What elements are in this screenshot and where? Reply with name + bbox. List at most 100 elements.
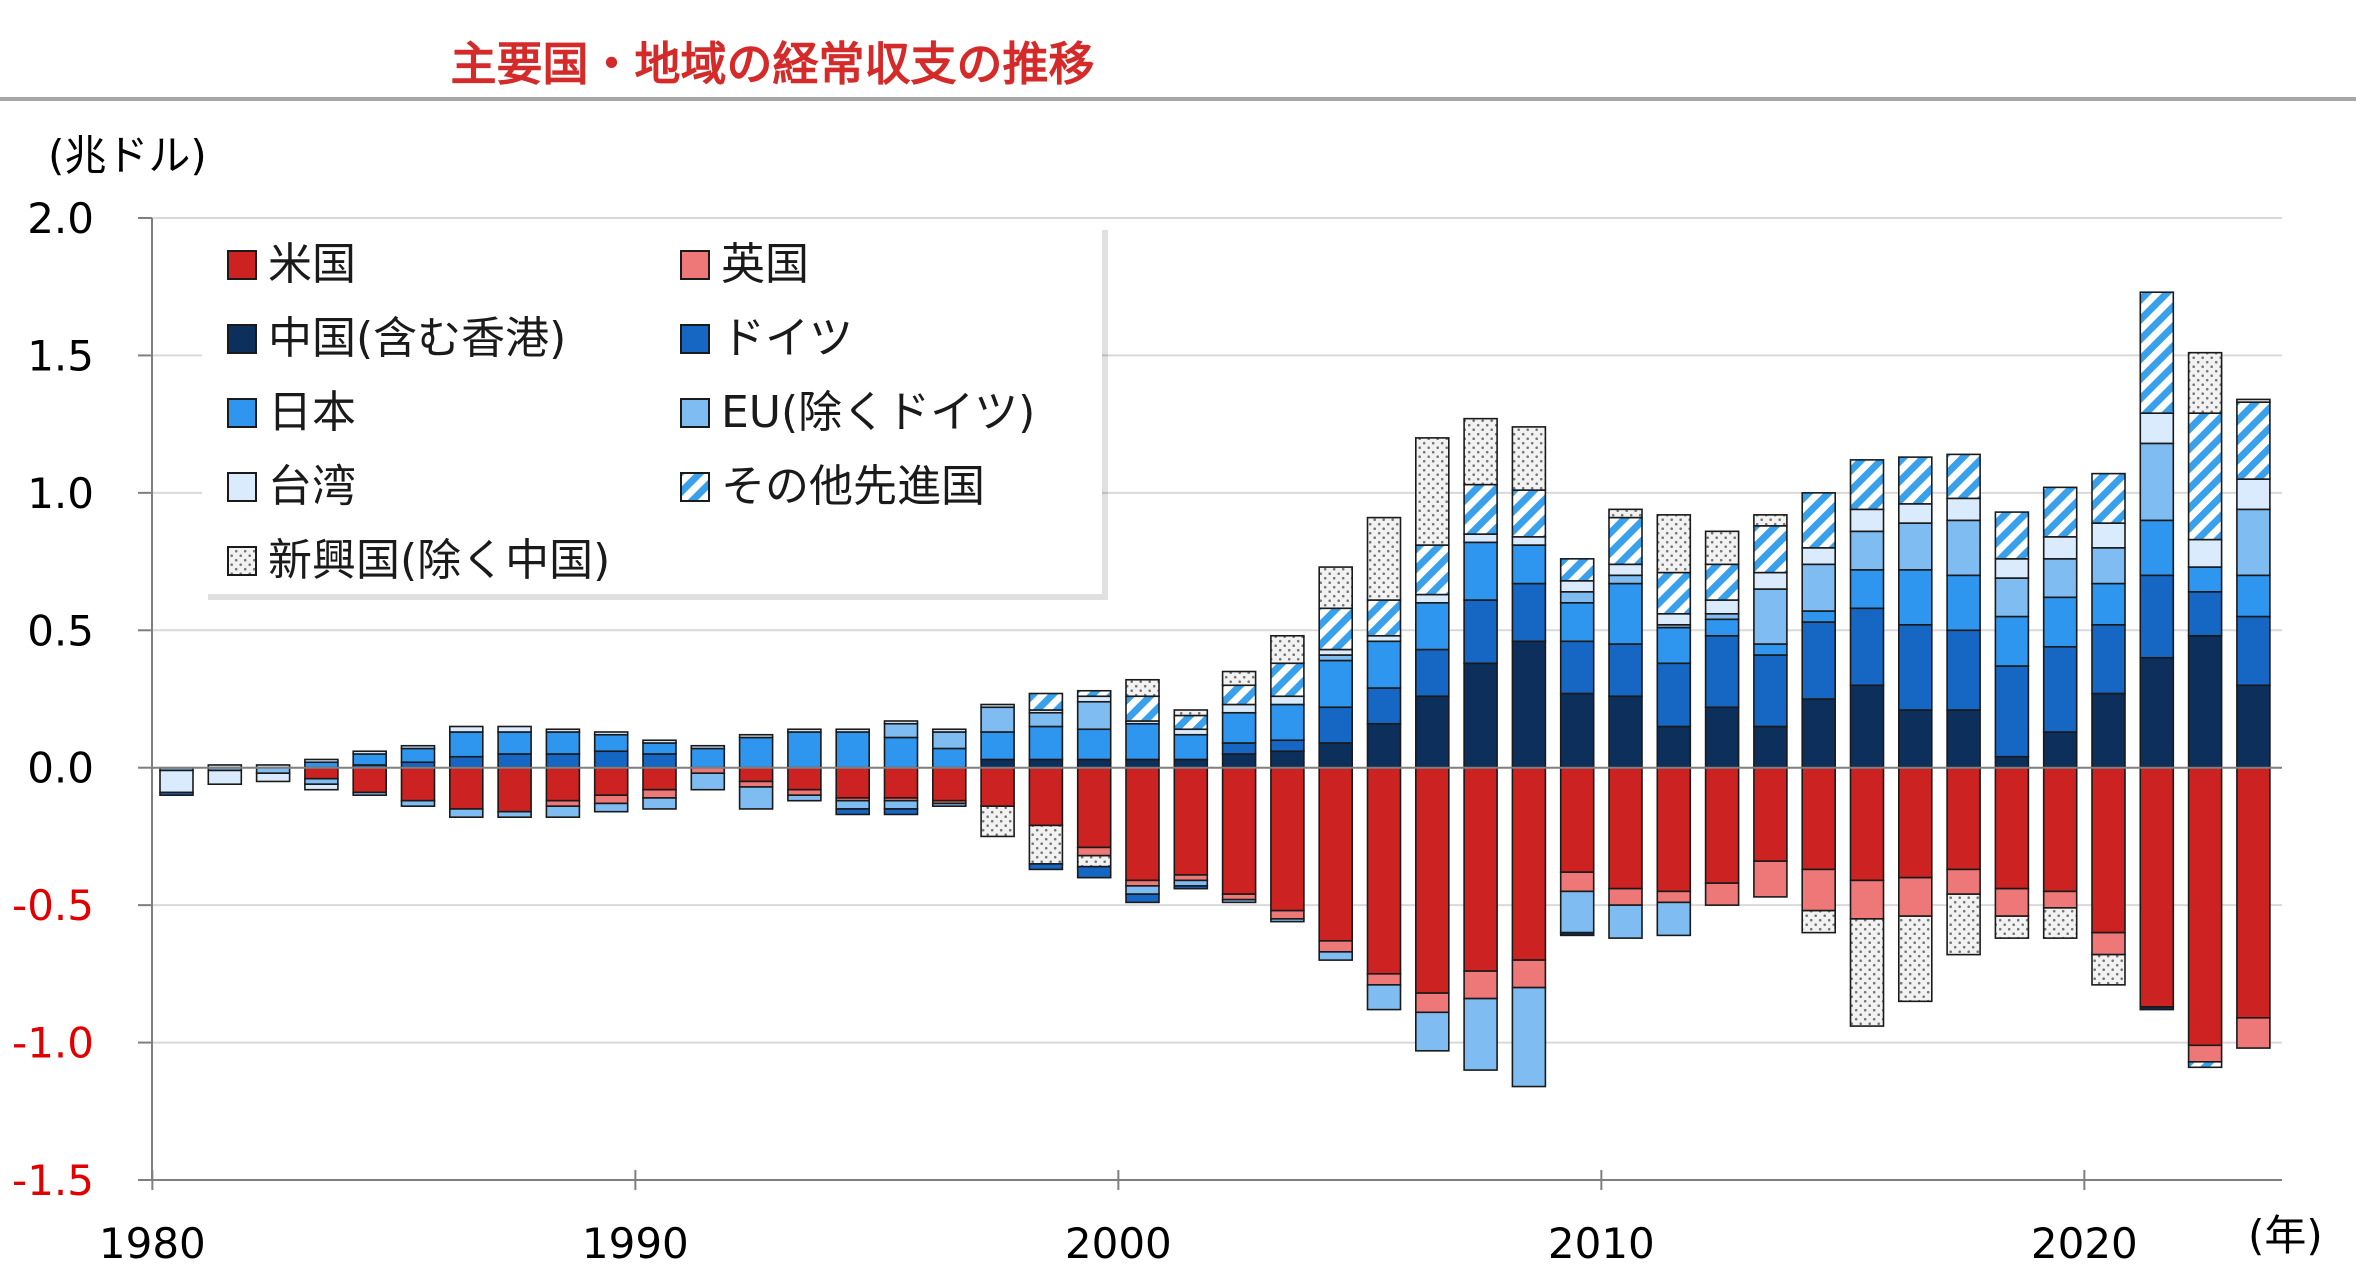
bar-segment bbox=[1511, 489, 1547, 538]
bar-segment bbox=[1946, 519, 1981, 577]
bar-segment bbox=[738, 736, 774, 769]
bar-segment bbox=[980, 758, 1015, 769]
bar-segment bbox=[1415, 648, 1450, 698]
bar-segment bbox=[593, 802, 629, 813]
bar-segment bbox=[1608, 695, 1643, 769]
bar-segment bbox=[883, 722, 919, 739]
bar-stack bbox=[1753, 514, 1788, 898]
bar-segment bbox=[1366, 516, 1402, 601]
legend-label: EU(除くドイツ) bbox=[721, 387, 1035, 438]
x-unit-label: (年) bbox=[2248, 1211, 2323, 1260]
legend-swatch bbox=[680, 324, 710, 354]
bar-segment bbox=[1511, 766, 1547, 961]
bar-segment bbox=[883, 766, 919, 799]
bar-segment bbox=[1753, 525, 1788, 574]
bar-segment bbox=[352, 753, 388, 766]
bar-segment bbox=[448, 755, 484, 769]
x-tick-label: 2020 bbox=[2031, 1219, 2138, 1268]
bar-segment bbox=[1415, 437, 1450, 546]
bar-segment bbox=[2187, 766, 2223, 1047]
title-divider bbox=[0, 97, 2356, 101]
bar-segment bbox=[1318, 607, 1353, 651]
bar-segment bbox=[497, 731, 532, 755]
bar-segment bbox=[448, 725, 484, 733]
bar-segment bbox=[738, 766, 774, 783]
bar-segment bbox=[545, 753, 581, 769]
bar-segment bbox=[304, 758, 339, 764]
legend-label: 英国 bbox=[721, 239, 809, 290]
bar-segment bbox=[545, 766, 581, 802]
bar-stack bbox=[1994, 511, 2030, 939]
x-tick-label: 2000 bbox=[1065, 1219, 1172, 1268]
y-tick-label: 1.5 bbox=[27, 331, 94, 380]
bar-segment bbox=[642, 797, 677, 810]
bar-segment bbox=[1125, 695, 1160, 722]
bar-stack bbox=[787, 728, 822, 802]
bar-segment bbox=[1463, 417, 1498, 486]
bar-segment bbox=[1753, 654, 1788, 728]
bar-segment bbox=[159, 791, 194, 796]
bar-segment bbox=[1849, 766, 1885, 882]
bar-segment bbox=[497, 753, 532, 769]
bar-segment bbox=[2187, 1044, 2223, 1063]
bar-segment bbox=[1511, 582, 1547, 643]
bar-segment bbox=[1076, 854, 1112, 868]
bar-segment bbox=[1125, 879, 1160, 887]
legend-label: その他先進国 bbox=[721, 461, 985, 512]
bar-segment bbox=[1173, 879, 1209, 887]
bar-segment bbox=[1753, 860, 1788, 898]
bar-segment bbox=[2042, 486, 2078, 538]
bar-segment bbox=[1318, 940, 1353, 953]
bar-segment bbox=[1849, 684, 1885, 769]
bar-segment bbox=[1511, 959, 1547, 989]
bar-segment bbox=[1946, 893, 1981, 956]
bar-segment bbox=[2042, 890, 2078, 909]
bar-segment bbox=[1221, 898, 1257, 904]
bar-segment bbox=[1318, 742, 1353, 769]
y-tick-label: 0.0 bbox=[27, 744, 94, 793]
bar-segment bbox=[1076, 689, 1112, 698]
bar-segment bbox=[2042, 907, 2078, 939]
bar-segment bbox=[787, 766, 822, 791]
bar-segment bbox=[1801, 868, 1836, 912]
bar-segment bbox=[400, 766, 436, 802]
bar-segment bbox=[738, 786, 774, 810]
bar-segment bbox=[2139, 766, 2175, 1008]
bar-stack bbox=[690, 744, 726, 791]
bar-segment bbox=[1463, 766, 1498, 972]
bar-segment bbox=[980, 703, 1015, 709]
bar-segment bbox=[1511, 536, 1547, 546]
bar-stack bbox=[1801, 492, 1836, 934]
bar-segment bbox=[1415, 601, 1450, 651]
legend-swatch bbox=[227, 324, 257, 354]
bar-segment bbox=[1801, 547, 1836, 566]
bar-segment bbox=[738, 780, 774, 788]
bar-segment bbox=[593, 731, 629, 736]
y-tick-label: 1.0 bbox=[27, 469, 94, 518]
bar-segment bbox=[883, 736, 919, 769]
bar-segment bbox=[1270, 703, 1305, 742]
bar-segment bbox=[2042, 558, 2078, 599]
bar-segment bbox=[1898, 503, 1933, 524]
x-tick-label: 1980 bbox=[99, 1219, 206, 1268]
bar-segment bbox=[1898, 709, 1933, 769]
bar-segment bbox=[1559, 692, 1595, 769]
bar-segment bbox=[1366, 640, 1402, 689]
bar-segment bbox=[1559, 766, 1595, 873]
bar-segment bbox=[1946, 497, 1981, 522]
x-tick-label: 2010 bbox=[1548, 1219, 1655, 1268]
bar-segment bbox=[1173, 714, 1209, 731]
bar-stack bbox=[1946, 453, 1981, 956]
bar-segment bbox=[1753, 725, 1788, 769]
bar-segment bbox=[2042, 536, 2078, 560]
bar-segment bbox=[2091, 623, 2126, 695]
bar-segment bbox=[1270, 662, 1305, 698]
bar-segment bbox=[1898, 766, 1933, 879]
bar-segment bbox=[1366, 722, 1402, 769]
bar-segment bbox=[159, 769, 194, 794]
bar-segment bbox=[1849, 569, 1885, 610]
bar-segment bbox=[1366, 634, 1402, 643]
bar-stack bbox=[642, 739, 677, 810]
bar-segment bbox=[593, 750, 629, 769]
bar-segment bbox=[1801, 610, 1836, 623]
